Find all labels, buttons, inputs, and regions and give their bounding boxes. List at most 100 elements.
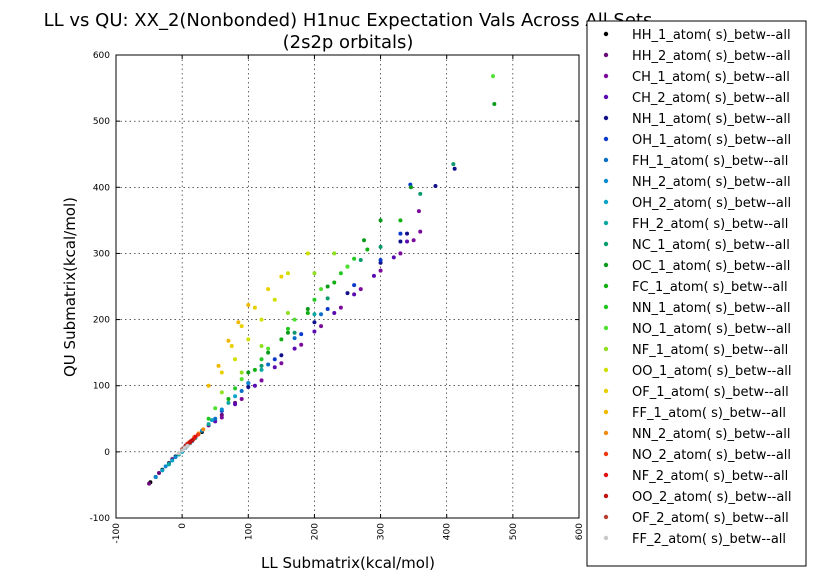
data-point	[325, 306, 330, 311]
x-axis-label: LL Submatrix(kcal/mol)	[261, 554, 435, 572]
y-tick-label: -100	[90, 514, 111, 524]
data-point	[252, 367, 257, 372]
data-point	[408, 185, 413, 190]
data-point	[345, 264, 350, 269]
data-point	[418, 229, 423, 234]
data-point	[451, 162, 456, 167]
data-point	[492, 101, 497, 106]
data-point	[266, 362, 271, 367]
legend-entry-label: OF_1_atom( s)_betw--all	[632, 385, 789, 400]
legend-entry-label: OH_2_atom( s)_betw--all	[632, 196, 791, 211]
data-point	[285, 271, 290, 276]
grid-lines	[116, 55, 579, 518]
legend-marker	[603, 178, 609, 184]
data-point	[209, 418, 214, 423]
data-point	[319, 312, 324, 317]
data-point	[279, 337, 284, 342]
data-point	[452, 166, 457, 171]
data-point	[272, 357, 277, 362]
legend-marker	[603, 346, 609, 352]
data-point	[239, 324, 244, 329]
data-point	[312, 312, 317, 317]
data-point	[378, 218, 383, 223]
data-point	[226, 400, 231, 405]
data-point	[259, 357, 264, 362]
series-13	[206, 256, 357, 421]
legend-entry-label: FF_1_atom( s)_betw--all	[632, 406, 786, 421]
data-point	[213, 406, 218, 411]
legend-marker	[603, 52, 609, 58]
legend-marker	[603, 451, 609, 457]
legend-entry-label: OF_2_atom( s)_betw--all	[632, 511, 789, 526]
legend-entry-label: NH_1_atom( s)_betw--all	[632, 112, 791, 127]
data-point	[292, 336, 297, 341]
data-point	[206, 422, 211, 427]
data-point	[358, 287, 363, 292]
series-2	[219, 209, 423, 420]
legend-entry-label: FH_1_atom( s)_betw--all	[632, 154, 788, 169]
data-point	[362, 238, 367, 243]
data-point	[233, 394, 238, 399]
data-point	[378, 258, 383, 263]
data-point	[219, 407, 224, 412]
data-point	[193, 434, 198, 439]
data-point	[246, 303, 251, 308]
data-point	[398, 239, 403, 244]
data-point	[299, 332, 304, 337]
data-point	[259, 378, 264, 383]
data-point	[338, 271, 343, 276]
data-point	[233, 357, 238, 362]
data-point	[156, 471, 161, 476]
data-point	[170, 458, 175, 463]
data-point	[252, 305, 257, 310]
legend-marker	[603, 241, 609, 247]
data-point	[352, 283, 357, 288]
data-point	[365, 247, 370, 252]
data-point	[239, 377, 244, 382]
data-point	[246, 381, 251, 386]
legend-entry-label: FH_2_atom( s)_betw--all	[632, 217, 788, 232]
data-point	[312, 271, 317, 276]
legend-entry-label: HH_2_atom( s)_betw--all	[632, 49, 791, 64]
x-tick-label: 200	[310, 523, 320, 540]
data-point	[272, 297, 277, 302]
data-point	[272, 365, 277, 370]
legend-marker	[603, 262, 609, 268]
data-point	[239, 370, 244, 375]
legend-marker	[603, 304, 609, 310]
data-point	[292, 317, 297, 322]
data-point	[180, 448, 185, 453]
series-10	[259, 162, 456, 368]
legend-marker	[603, 283, 609, 289]
legend-entry-label: NF_2_atom( s)_betw--all	[632, 469, 788, 484]
data-point	[358, 258, 363, 263]
data-point	[279, 274, 284, 279]
legend-marker	[603, 409, 609, 415]
data-point	[398, 218, 403, 223]
data-point	[206, 383, 211, 388]
data-point	[312, 329, 317, 334]
data-point	[338, 305, 343, 310]
legend-entry-label: NF_1_atom( s)_betw--all	[632, 343, 788, 358]
x-axis-ticks: -100 0 100 200 300 400 500 600	[112, 55, 585, 543]
legend-marker	[603, 31, 609, 37]
data-point	[233, 386, 238, 391]
data-point	[219, 390, 224, 395]
data-point	[239, 389, 244, 394]
legend-marker	[603, 73, 609, 79]
y-tick-label: 500	[93, 117, 110, 127]
data-point	[371, 273, 376, 278]
legend-marker	[603, 220, 609, 226]
legend-marker	[603, 514, 609, 520]
plot-area-frame	[115, 54, 580, 519]
data-point	[219, 415, 224, 420]
x-tick-label: 600	[575, 523, 585, 540]
legend-frame	[586, 20, 807, 567]
legend-marker	[603, 367, 609, 373]
data-point	[332, 251, 337, 256]
data-point	[411, 238, 416, 243]
data-point	[213, 416, 218, 421]
data-point	[259, 363, 264, 368]
data-point	[398, 251, 403, 256]
